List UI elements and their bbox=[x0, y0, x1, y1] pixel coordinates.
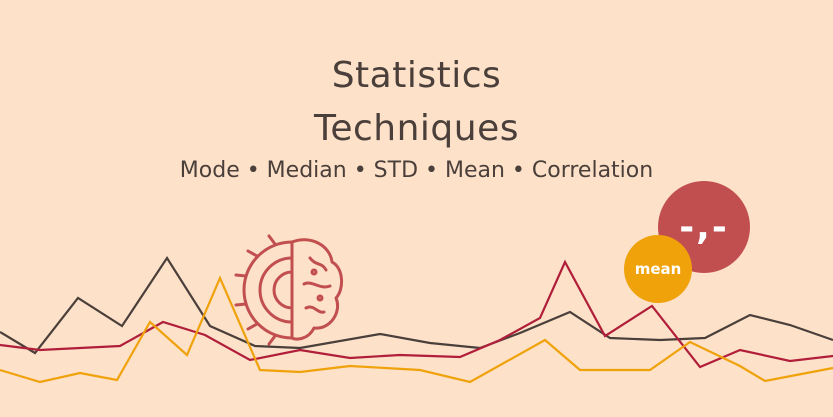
dark-line bbox=[0, 255, 833, 355]
mean-bubble: mean bbox=[624, 235, 692, 303]
red-line bbox=[0, 259, 833, 369]
orange-line bbox=[0, 275, 833, 384]
wink-face-bubble: -,- bbox=[658, 181, 750, 273]
page-title-line-2: Techniques bbox=[313, 108, 520, 149]
mean-label: mean bbox=[634, 260, 682, 278]
wink-face-text: -,- bbox=[679, 206, 729, 248]
page-title-line-1: Statistics bbox=[331, 55, 502, 96]
page-subtitle: Mode • Median • STD • Mean • Correlation bbox=[179, 158, 654, 183]
